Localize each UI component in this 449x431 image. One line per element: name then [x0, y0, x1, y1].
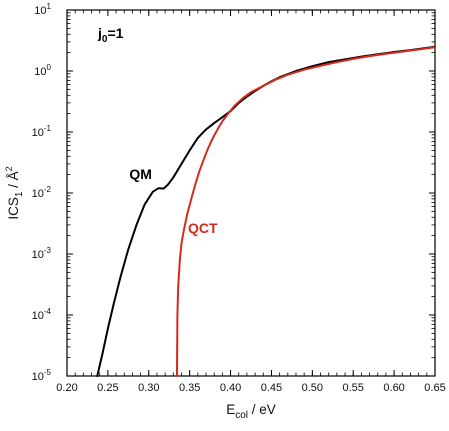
y-axis-title-subscript: 1 — [14, 191, 25, 197]
x-axis-title-subscript: col — [235, 410, 248, 421]
y-tick-label: 10-3 — [32, 246, 52, 261]
series-line-qct — [175, 46, 436, 377]
y-tick-label: 10-5 — [32, 368, 52, 383]
y-tick-label: 10-2 — [32, 185, 52, 200]
y-axis-title-superscript: 2 — [4, 166, 14, 171]
x-tick-label: 0.30 — [138, 382, 159, 394]
y-tick-exponent: -1 — [44, 124, 52, 133]
y-tick-exponent: -2 — [44, 185, 52, 194]
x-tick-label: 0.25 — [97, 382, 118, 394]
y-axis-title: ICS1 / Å2 — [4, 166, 25, 219]
axis-ticks — [66, 9, 436, 377]
y-tick-label: 10-4 — [32, 307, 52, 322]
x-axis-title-unit: / eV — [248, 402, 276, 417]
x-tick-label: 0.40 — [220, 382, 241, 394]
x-tick-label: 0.20 — [56, 382, 77, 394]
y-tick-label: 101 — [34, 2, 51, 17]
x-tick-label: 0.35 — [179, 382, 200, 394]
panel-label-rest: =1 — [107, 25, 123, 41]
annotation-qct: QCT — [188, 220, 218, 236]
y-tick-exponent: -4 — [44, 307, 52, 316]
annotation-qm: QM — [129, 166, 152, 182]
x-tick-label: 0.60 — [383, 382, 404, 394]
y-tick-label: 100 — [34, 63, 51, 78]
y-tick-label: 10-1 — [32, 124, 52, 139]
series-curves — [96, 45, 436, 377]
y-tick-exponent: -3 — [44, 246, 52, 255]
panel-label-subscript: 0 — [102, 34, 108, 45]
x-tick-label: 0.65 — [424, 382, 445, 394]
plot-frame — [66, 9, 436, 377]
plot-area — [66, 9, 436, 377]
y-axis-title-unit: / Å — [6, 171, 21, 191]
x-tick-label: 0.45 — [261, 382, 282, 394]
x-axis-title: Ecol / eV — [226, 402, 276, 421]
y-tick-exponent: -5 — [44, 368, 52, 377]
x-tick-label: 0.55 — [343, 382, 364, 394]
series-line-qm — [96, 45, 436, 377]
y-tick-exponent: 1 — [47, 2, 52, 11]
x-tick-label: 0.50 — [302, 382, 323, 394]
y-tick-exponent: 0 — [47, 63, 52, 72]
